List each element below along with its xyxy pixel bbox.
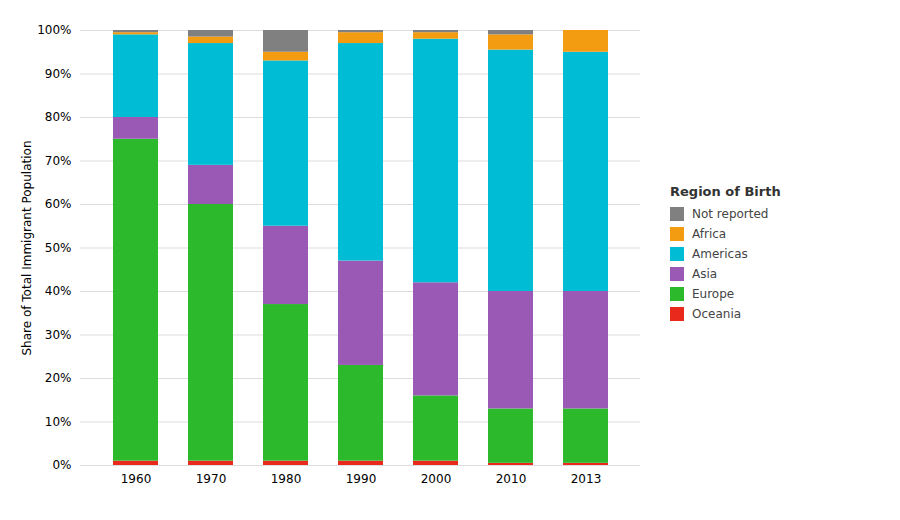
svg-text:10%: 10%	[45, 415, 72, 429]
html-text:Africa: Africa	[692, 226, 727, 241]
html-text:Europe: Europe	[692, 286, 735, 301]
svg-text:90%: 90%	[45, 67, 72, 81]
svg-text:0%: 0%	[52, 458, 71, 472]
svg-text:2010: 2010	[496, 472, 527, 486]
svg-text:80%: 80%	[45, 110, 72, 124]
svg-text:1990: 1990	[346, 472, 377, 486]
svg-text:60%: 60%	[45, 197, 72, 211]
svg-text:30%: 30%	[45, 328, 72, 342]
html-text:Region of Birth: Region of Birth	[670, 183, 781, 199]
html-text:Oceania: Oceania	[692, 306, 742, 321]
svg-text:1980: 1980	[271, 472, 302, 486]
svg-text:2013: 2013	[571, 472, 602, 486]
html-text:Americas: Americas	[692, 246, 748, 261]
svg-text:40%: 40%	[45, 284, 72, 298]
svg-text:1970: 1970	[196, 472, 227, 486]
svg-text:100%: 100%	[37, 23, 71, 37]
svg-text:70%: 70%	[45, 154, 72, 168]
svg-text:50%: 50%	[45, 241, 72, 255]
svg-text:2000: 2000	[421, 472, 452, 486]
svg-text:20%: 20%	[45, 371, 72, 385]
html-text:Asia: Asia	[692, 266, 718, 281]
html-text:Not reported: Not reported	[692, 206, 769, 221]
svg-text:Share of Total Immigrant Popul: Share of Total Immigrant Population	[20, 141, 34, 356]
svg-text:1960: 1960	[121, 472, 152, 486]
